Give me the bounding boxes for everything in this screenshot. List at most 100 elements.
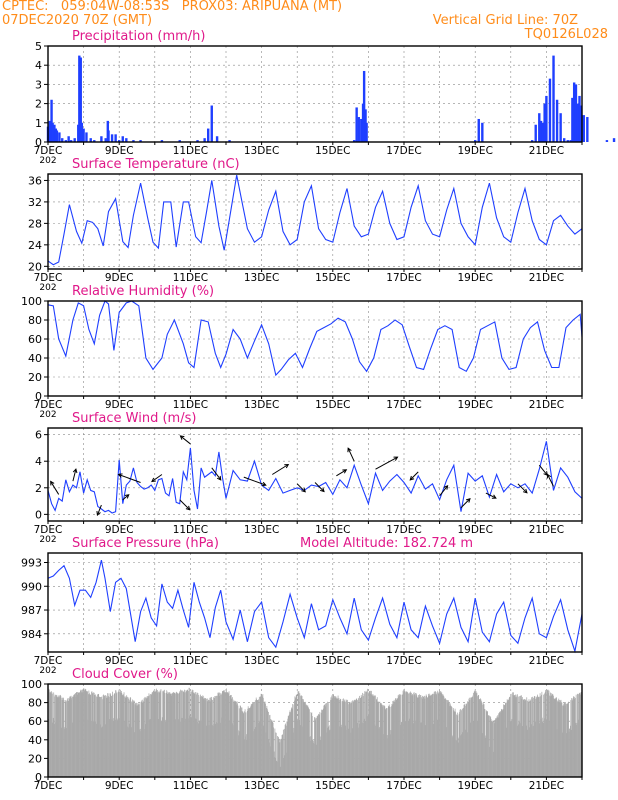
cloud-bar [509, 696, 511, 777]
cloud-bar [521, 695, 522, 777]
cloud-bar [384, 708, 386, 777]
cloud-bar [163, 693, 165, 777]
cloud-bar [472, 696, 473, 777]
cloud-bar [57, 696, 59, 777]
cloud-bar [477, 696, 479, 777]
cloud-bar [75, 693, 76, 777]
cloud-bar [181, 717, 182, 777]
cloud-bar [107, 693, 108, 777]
cloud-bar [297, 720, 298, 777]
cloud-bar [472, 692, 474, 777]
cloud-bar [282, 734, 284, 777]
cloud-bar [479, 699, 481, 777]
cloud-bar [52, 722, 54, 777]
cloud-bar [509, 721, 511, 777]
cloud-bar [208, 700, 209, 777]
cloud-bar [249, 708, 250, 777]
cloud-bar [182, 717, 184, 777]
cloud-bar [503, 704, 505, 777]
cloud-bar [541, 694, 542, 777]
cloud-bar [176, 691, 177, 777]
cloud-bar [523, 699, 525, 777]
cloud-bar [575, 722, 577, 777]
cloud-bar [558, 702, 560, 777]
cloud-bar [311, 715, 313, 777]
cloud-bar [580, 692, 582, 777]
cloud-bar [111, 695, 112, 777]
cloud-bar [407, 691, 408, 777]
cloud-bar [72, 696, 74, 777]
cloud-bar [113, 721, 115, 777]
cloud-bar [354, 699, 356, 777]
cloud-bar [213, 724, 215, 777]
cloud-bar [353, 701, 355, 777]
cloud-bar [252, 702, 254, 777]
precip-bar [563, 138, 566, 142]
precip-bar [552, 55, 555, 142]
cloud-bar [184, 689, 185, 777]
cloud-bar [525, 699, 526, 777]
cloud-bar [564, 705, 566, 777]
cloud-bar [569, 725, 571, 777]
cloud-bar [557, 701, 559, 777]
cloud-bar [186, 690, 188, 777]
cloud-bar [401, 721, 403, 777]
precip-bar [48, 120, 51, 142]
cloud-bar [60, 694, 61, 777]
precip-bar [55, 130, 59, 142]
cloud-bar [128, 700, 130, 777]
cloud-bar [286, 721, 288, 777]
cloud-bar [50, 692, 51, 777]
precip-bar [67, 136, 70, 142]
cloud-bar [497, 715, 499, 777]
cloud-bar [155, 691, 156, 777]
cloud-bar [544, 693, 545, 777]
cloud-bar [550, 693, 552, 777]
cloud-bar [340, 724, 342, 777]
cloud-bar [564, 703, 565, 777]
cloud-bar [397, 695, 399, 777]
cloud-bar [575, 694, 577, 777]
cloud-bar [505, 703, 507, 777]
cloud-bar [229, 695, 230, 777]
cloud-bar [539, 693, 541, 777]
cloud-bar [187, 689, 189, 777]
cloud-bar [96, 696, 97, 777]
y-tick-label: 990 [21, 580, 42, 593]
cloud-bar [130, 697, 132, 777]
cloud-bar [554, 699, 556, 777]
cloud-bar [209, 700, 210, 777]
cloud-bar [275, 732, 277, 777]
cloud-bar [226, 692, 228, 777]
cloud-bar [82, 689, 84, 777]
cloud-bar [420, 722, 421, 777]
cloud-bar [220, 694, 222, 777]
cloud-bar [555, 697, 557, 777]
cloud-bar [71, 697, 73, 777]
wind-arrow [296, 483, 306, 493]
cloud-bar [552, 693, 553, 777]
wind-arrowhead [409, 475, 415, 481]
cloud-bar [413, 692, 415, 777]
cloud-bar [192, 689, 194, 777]
cloud-bar [172, 692, 173, 777]
cloud-bar [251, 705, 253, 777]
header-grid-line-note: Vertical Grid Line: 70Z [432, 13, 578, 28]
cloud-bar [102, 695, 104, 777]
cloud-bar [343, 701, 345, 777]
cloud-bar [273, 727, 274, 777]
cloud-bar [117, 720, 119, 777]
cloud-bar [145, 697, 147, 777]
cloud-bar [483, 704, 485, 777]
precip-bar [541, 122, 545, 142]
cloud-bar [517, 694, 518, 777]
cloud-bar [76, 692, 78, 777]
cloud-bar [77, 694, 79, 777]
cloud-bar [379, 703, 381, 777]
cloud-bar [428, 695, 430, 777]
cloud-bar [576, 724, 577, 777]
cloud-bar [434, 691, 436, 777]
cloud-bar [323, 705, 325, 777]
cloud-bar [212, 699, 213, 777]
cloud-bar [303, 701, 305, 777]
